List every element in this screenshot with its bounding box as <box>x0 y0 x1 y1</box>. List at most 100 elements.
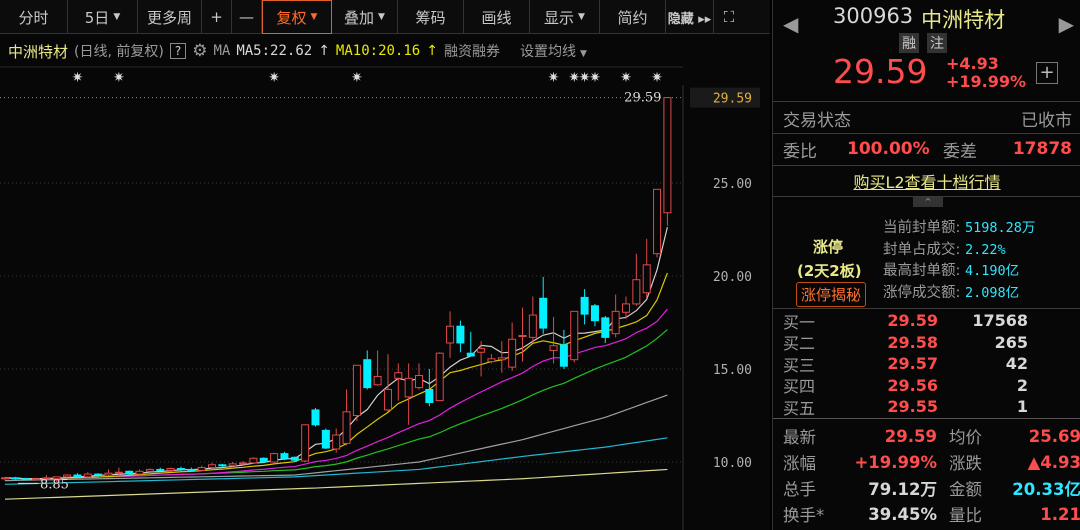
toolbar-button-6[interactable]: 叠加 ▼ <box>332 0 398 34</box>
event-marker-icon: ✷ <box>548 70 560 86</box>
stat-label: 最新 <box>783 428 816 447</box>
candle <box>208 462 216 470</box>
candle-body <box>239 462 248 465</box>
candle-body <box>559 344 568 367</box>
wb-label: 委比 <box>783 141 817 162</box>
add-watchlist-button[interactable]: + <box>1036 62 1058 84</box>
candle-body <box>342 411 351 444</box>
help-button[interactable]: ? <box>169 43 187 59</box>
candle <box>176 466 185 472</box>
toolbar-button-0[interactable]: 分时 <box>0 0 68 34</box>
candle-body <box>425 388 434 403</box>
toolbar-button-7[interactable]: 筹码 <box>398 0 464 34</box>
candle-body <box>446 325 455 344</box>
candle <box>580 289 589 325</box>
limit-up-days: (2天2板) <box>797 262 862 280</box>
bid-volume: 1 <box>1016 397 1028 417</box>
event-marker-icon: ✷ <box>579 70 591 86</box>
candle-body <box>404 377 413 398</box>
divider <box>773 165 1080 166</box>
toolbar-button-5[interactable]: 复权 ▼ <box>262 0 332 34</box>
bid-volume: 17568 <box>972 311 1028 331</box>
gear-icon[interactable]: ⚙ <box>192 41 208 61</box>
divider <box>773 308 1080 309</box>
chevron-down-icon: ▼ <box>113 12 121 22</box>
chevron-down-icon: ▼ <box>579 49 587 59</box>
bid-volume: 2 <box>1016 375 1028 395</box>
candle-body <box>497 357 506 361</box>
watch-badge[interactable]: 注 <box>927 33 947 53</box>
status-value: 已收市 <box>1021 110 1072 131</box>
stat-value: 79.12万 <box>868 480 937 499</box>
stock-name: 中洲特材 <box>8 42 69 61</box>
kline-panel: 分时 5日 ▼ 更多周 + — 复权 ▼ 叠加 ▼ 筹码 画线 显示 ▼ 简约 隐藏 ▸▸ ⛶ 中洲特材 (日线… <box>0 0 770 530</box>
candle <box>487 354 496 364</box>
stat-value: 25.69 <box>1028 426 1080 446</box>
chevron-down-icon: ▼ <box>310 12 318 22</box>
bid-price: 29.55 <box>887 397 938 417</box>
candle-body <box>477 348 486 353</box>
candle <box>42 475 51 480</box>
collapse-toggle[interactable]: ^ <box>913 197 943 207</box>
toolbar-button-label: 5日 <box>84 8 110 27</box>
candle <box>528 296 537 343</box>
candle-body <box>42 477 51 480</box>
candle <box>11 476 20 480</box>
limit-stat-row: 涨停成交额: 2.098亿 <box>883 283 1035 305</box>
candle-body <box>301 424 310 462</box>
price-change-pct: +19.99% <box>946 72 1027 91</box>
limit-up-reveal-button[interactable]: 涨停揭秘 <box>796 282 867 307</box>
candle <box>549 316 558 364</box>
bid-row[interactable]: 买五 29.55 1 <box>773 396 1080 418</box>
candle <box>425 369 434 407</box>
toolbar-button-3[interactable]: + <box>202 0 232 34</box>
candle-body <box>663 97 672 214</box>
candle <box>156 467 165 472</box>
limit-stat-value: 5198.28万 <box>965 220 1036 236</box>
bid-row[interactable]: 买四 29.56 2 <box>773 375 1080 397</box>
expand-icon[interactable]: ⛶ <box>723 8 735 26</box>
y-tick-label: 10.00 <box>713 456 752 471</box>
candle <box>508 322 517 371</box>
bid-level: 买四 <box>783 377 816 397</box>
ma-label[interactable]: MA <box>213 43 231 59</box>
wc-value: 17878 <box>1012 139 1072 159</box>
candle-body <box>415 375 423 389</box>
candle-body <box>290 456 299 461</box>
candle-body <box>332 434 341 450</box>
toolbar-button-10[interactable]: 简约 <box>600 0 666 34</box>
divider <box>773 418 1080 419</box>
candle-body <box>580 296 589 315</box>
stat-value: 39.45% <box>868 504 937 524</box>
toolbar-button-2[interactable]: 更多周 <box>138 0 202 34</box>
ma5-value: MA5:22.62 <box>236 43 313 59</box>
toolbar-button-11[interactable]: 隐藏 ▸▸ <box>666 0 714 34</box>
margin-trading-link[interactable]: 融资融券 <box>443 44 500 60</box>
bid-volume: 265 <box>994 332 1028 352</box>
candle-body <box>590 305 599 322</box>
toolbar-button-1[interactable]: 5日 ▼ <box>68 0 138 34</box>
candle-body <box>611 310 620 335</box>
stat-row: 换手* 39.45% 量比 1.21 <box>773 501 1080 527</box>
candle-body <box>622 303 630 313</box>
toolbar-button-4[interactable]: — <box>232 0 262 34</box>
l2-link[interactable]: 购买L2查看十档行情 <box>853 173 1001 192</box>
candle <box>456 320 465 353</box>
prev-stock-arrow[interactable]: ◀ <box>783 12 799 36</box>
stat-label: 金额 <box>949 480 982 499</box>
candle-body <box>73 474 82 478</box>
next-stock-arrow[interactable]: ▶ <box>1058 12 1074 36</box>
chevron-down-icon: ▼ <box>378 12 385 22</box>
ma20-line <box>4 308 668 480</box>
candle <box>632 253 641 306</box>
toolbar-button-9[interactable]: 显示 ▼ <box>530 0 600 34</box>
candle-body <box>52 476 61 480</box>
bid-row[interactable]: 买三 29.57 42 <box>773 353 1080 375</box>
toolbar-button-8[interactable]: 画线 <box>464 0 530 34</box>
candle-body <box>114 471 123 474</box>
bid-row[interactable]: 买二 29.58 265 <box>773 332 1080 354</box>
set-ma-dropdown[interactable]: 设置均线 ▼ <box>520 41 587 61</box>
bid-row[interactable]: 买一 29.59 17568 <box>773 310 1080 332</box>
event-marker-icon: ✷ <box>268 70 280 86</box>
